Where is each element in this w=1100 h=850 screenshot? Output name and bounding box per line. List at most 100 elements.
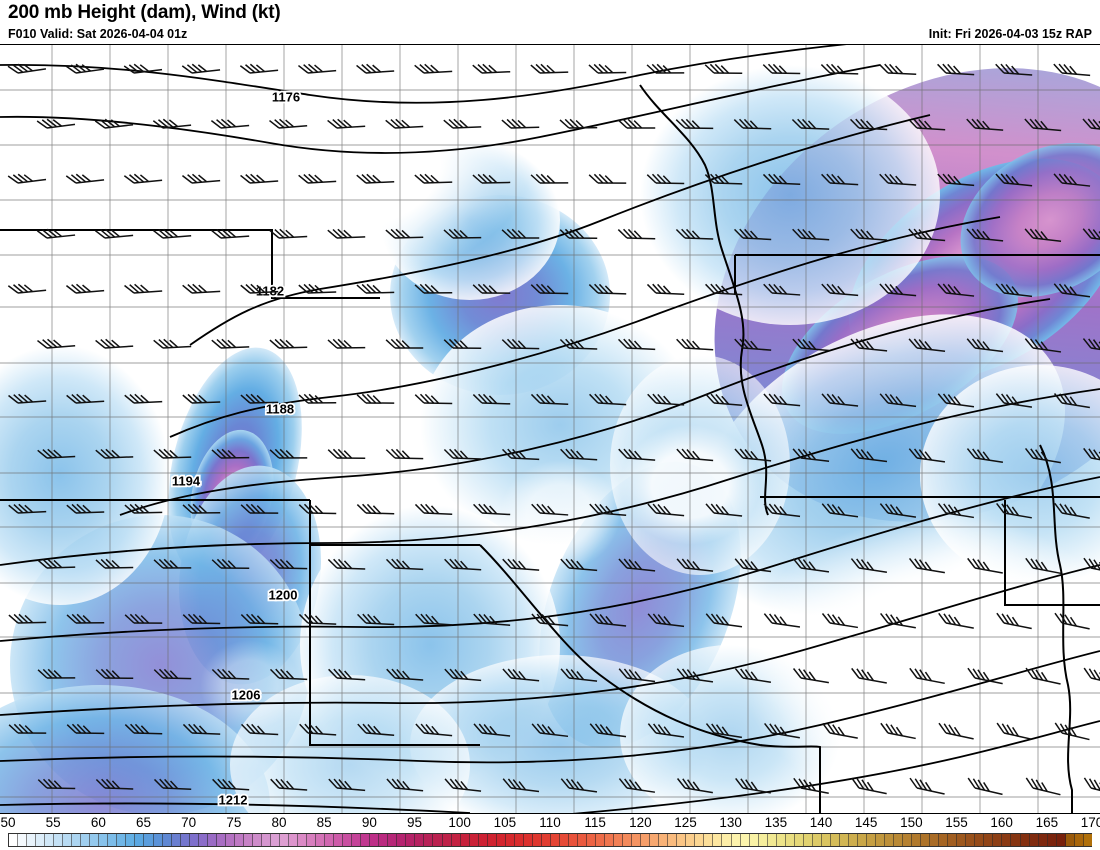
colorbar-cell	[848, 834, 858, 846]
colorbar-cell	[135, 834, 145, 846]
colorbar-tick: 75	[226, 815, 242, 830]
colorbar-cell	[207, 834, 217, 846]
colorbar-cell	[749, 834, 759, 846]
colorbar-cell	[776, 834, 786, 846]
colorbar-cell	[948, 834, 958, 846]
colorbar-cell	[1020, 834, 1030, 846]
colorbar-cell	[424, 834, 434, 846]
svg-text:1194: 1194	[172, 473, 201, 488]
colorbar-cell	[252, 834, 262, 846]
map-header: 200 mb Height (dam), Wind (kt) F010 Vali…	[0, 0, 1100, 44]
colorbar-cell	[930, 834, 940, 846]
colorbar-cell	[686, 834, 696, 846]
colorbar-cell	[198, 834, 208, 846]
colorbar-cell	[1074, 834, 1084, 846]
colorbar-cell	[99, 834, 109, 846]
colorbar-cell	[568, 834, 578, 846]
colorbar-cell	[704, 834, 714, 846]
colorbar-cell	[722, 834, 732, 846]
colorbar-cell	[298, 834, 308, 846]
colorbar-cell	[9, 834, 19, 846]
colorbar-cell	[343, 834, 353, 846]
colorbar-cell	[469, 834, 479, 846]
colorbar-cell	[641, 834, 651, 846]
colorbar-cell	[406, 834, 416, 846]
colorbar-cell	[532, 834, 542, 846]
contour-value-labels: 1176117611821182118811881194119412001200…	[170, 88, 302, 810]
colorbar-cell	[1038, 834, 1048, 846]
colorbar-tick: 105	[493, 815, 517, 830]
colorbar-cell	[361, 834, 371, 846]
colorbar-cell	[885, 834, 895, 846]
colorbar-cell	[487, 834, 497, 846]
colorbar-cell	[1029, 834, 1039, 846]
county-boundaries	[0, 45, 1100, 813]
colorbar-tick: 130	[719, 815, 742, 830]
colorbar-cell	[325, 834, 335, 846]
colorbar-cell	[316, 834, 326, 846]
colorbar-cell	[659, 834, 669, 846]
colorbar-tick: 50	[0, 815, 16, 830]
contour-label: 1200	[269, 587, 298, 602]
init-time-label: Init: Fri 2026-04-03 15z RAP	[928, 27, 1092, 41]
svg-text:1176: 1176	[272, 89, 300, 104]
colorbar-tick: 165	[1035, 815, 1059, 830]
colorbar-cell	[1083, 834, 1092, 846]
colorbar-cell	[90, 834, 100, 846]
colorbar-tick: 120	[629, 815, 652, 830]
colorbar-cell	[180, 834, 190, 846]
colorbar-cell	[668, 834, 678, 846]
colorbar-cell	[478, 834, 488, 846]
colorbar-cell	[587, 834, 597, 846]
colorbar-cell	[1047, 834, 1057, 846]
colorbar-cell	[740, 834, 750, 846]
colorbar-cell	[397, 834, 407, 846]
map-canvas[interactable]: 1176 1176 1182 1182 1188 1188 1194 1194 1200 1200…	[0, 44, 1100, 814]
colorbar-tick: 65	[135, 815, 152, 830]
colorbar-tick: 95	[406, 815, 423, 830]
colorbar-cell	[984, 834, 994, 846]
colorbar-cell	[767, 834, 777, 846]
colorbar-cell	[288, 834, 298, 846]
colorbar-cell	[433, 834, 443, 846]
colorbar-cell	[126, 834, 136, 846]
wind-speed-colorbar: 50 55 60 65 70 75 80 85 90 95 100 105 110 115 120 125 13…	[0, 815, 1100, 850]
colorbar-cell	[279, 834, 289, 846]
colorbar-cell	[189, 834, 199, 846]
wind-speed-shading	[0, 45, 1100, 813]
colorbar-cell	[415, 834, 425, 846]
colorbar-cell	[812, 834, 822, 846]
colorbar-cell	[45, 834, 55, 846]
colorbar-cell	[261, 834, 271, 846]
colorbar-cell	[903, 834, 913, 846]
colorbar-tick: 85	[316, 815, 332, 830]
svg-text:1188: 1188	[266, 401, 294, 416]
colorbar-cell	[677, 834, 687, 846]
colorbar-tick: 145	[854, 815, 878, 830]
colorbar-cell	[857, 834, 867, 846]
colorbar-cell	[695, 834, 705, 846]
colorbar-cell	[614, 834, 624, 846]
colorbar-cell	[505, 834, 515, 846]
colorbar-cell	[442, 834, 452, 846]
colorbar-cell	[144, 834, 154, 846]
colorbar-cell	[216, 834, 226, 846]
colorbar-cell	[975, 834, 985, 846]
colorbar-cell	[713, 834, 723, 846]
colorbar-cell	[117, 834, 127, 846]
svg-text:1212: 1212	[219, 792, 248, 807]
colorbar-tick: 110	[539, 815, 561, 830]
colorbar-cell	[957, 834, 967, 846]
colorbar-cell	[939, 834, 949, 846]
colorbar-cell	[596, 834, 606, 846]
colorbar-cell	[1011, 834, 1021, 846]
colorbar-tick: 55	[45, 815, 61, 830]
page-title: 200 mb Height (dam), Wind (kt)	[8, 2, 281, 23]
colorbar-cell	[523, 834, 533, 846]
colorbar-cell	[650, 834, 660, 846]
contour-label: 1212	[219, 792, 248, 807]
colorbar-cell	[72, 834, 82, 846]
colorbar-cell	[921, 834, 931, 846]
colorbar-cell	[876, 834, 886, 846]
map-graphic: 1176117611821182118811881194119412001200…	[0, 45, 1100, 813]
